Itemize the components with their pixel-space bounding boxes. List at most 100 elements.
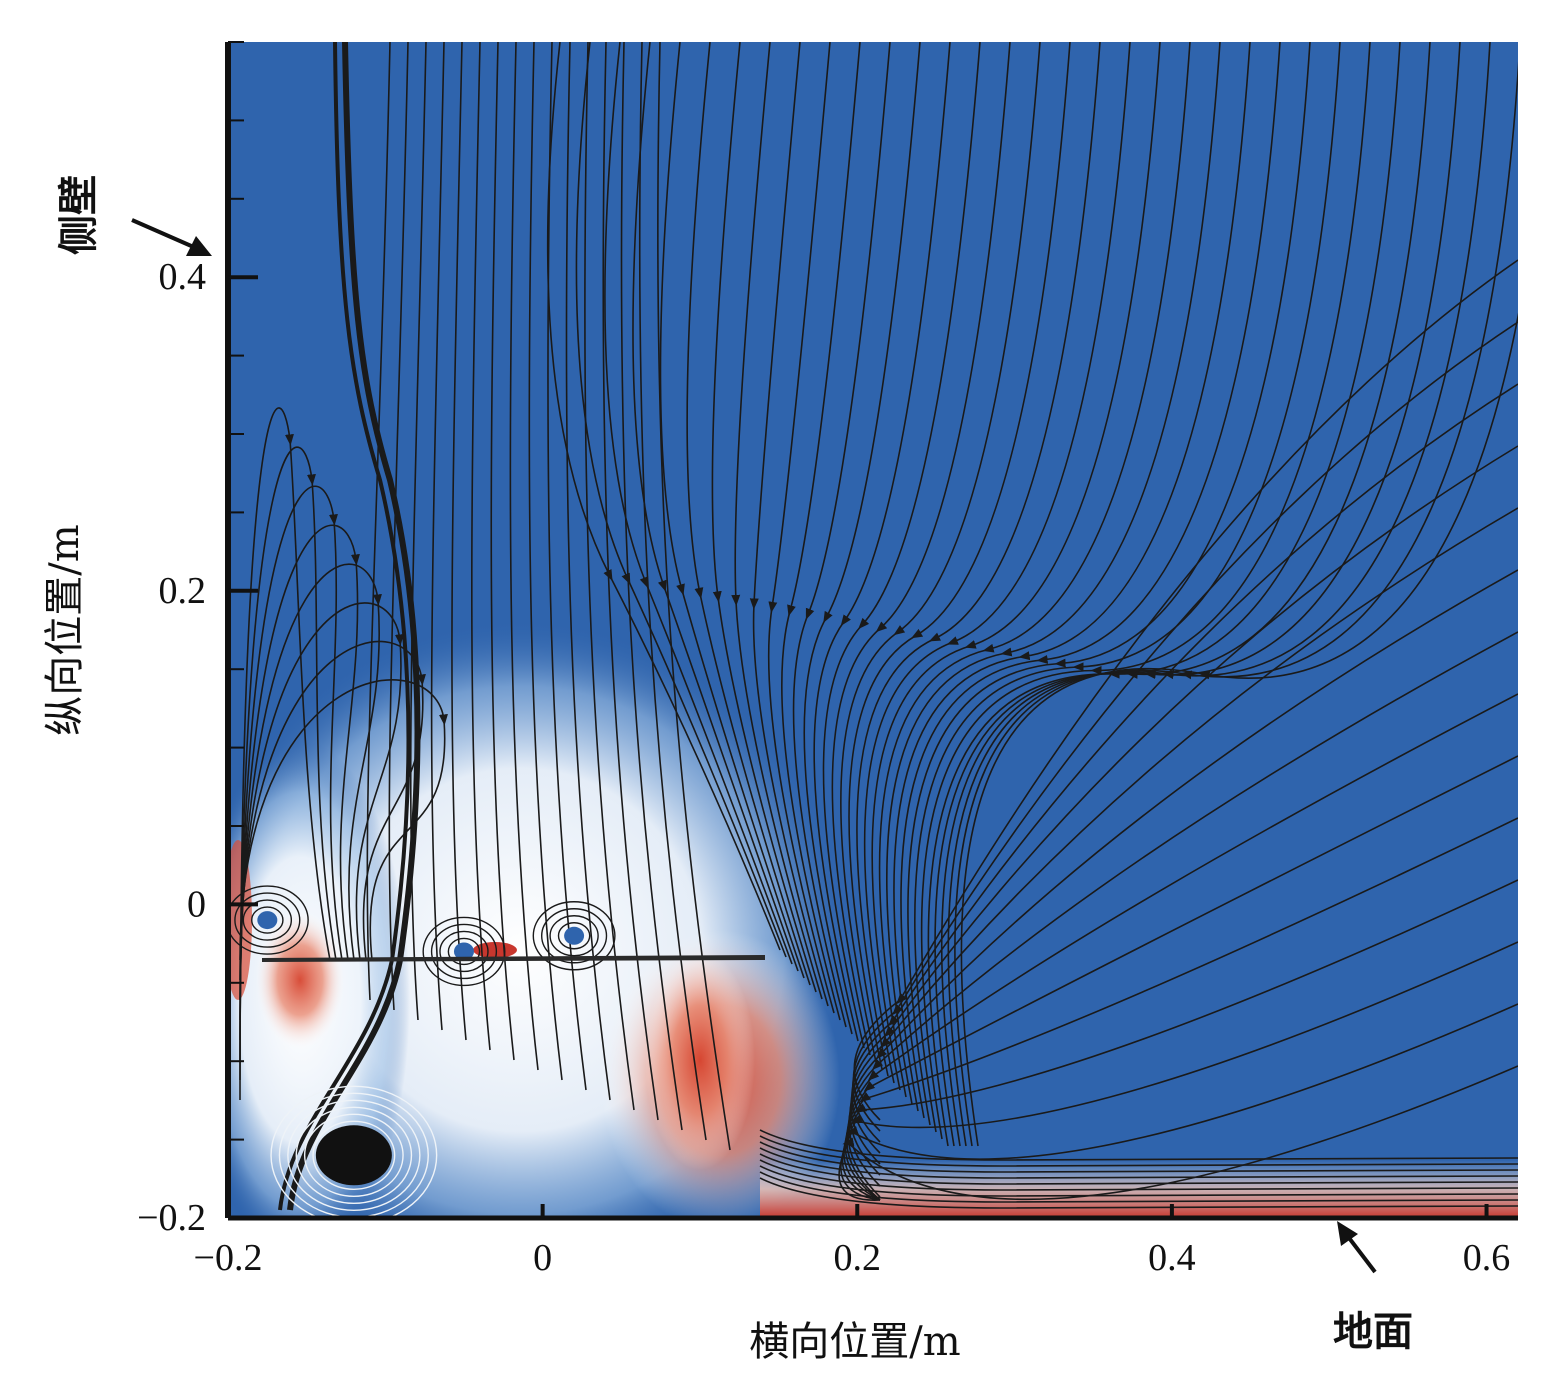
- streamline: [239, 563, 382, 1021]
- streamline: [792, 42, 891, 1028]
- contour-field: [228, 42, 1518, 1218]
- vortex-ring: [447, 937, 481, 966]
- vortex-core: [315, 1125, 392, 1186]
- streamline: [759, 1147, 1518, 1179]
- streamline: [914, 42, 1341, 1133]
- x-tick-label: −0.2: [194, 1237, 263, 1279]
- streamline: [848, 42, 1071, 1070]
- vortex-ring: [549, 915, 599, 957]
- streamline: [584, 42, 635, 1111]
- streamline: [239, 602, 404, 1001]
- streamline: [893, 42, 1251, 1112]
- x-tick-label: 0.4: [1148, 1237, 1196, 1279]
- streamline: [239, 679, 448, 961]
- streamline: [287, 42, 421, 1211]
- streamline: [851, 383, 1518, 1143]
- streamline: [602, 42, 659, 1121]
- streamline: [659, 42, 805, 979]
- streamline: [749, 42, 829, 1007]
- annotation-ground-label: 地面: [1333, 1308, 1413, 1355]
- vortex-ring: [540, 908, 608, 964]
- annotation-side-wall-arrowhead: [186, 236, 212, 256]
- streamline: [840, 42, 1041, 1063]
- streamline: [907, 42, 1311, 1126]
- streamline: [430, 42, 445, 1031]
- streamline: [843, 879, 1518, 1201]
- vortex-ring: [251, 906, 284, 934]
- streamline: [528, 42, 563, 1081]
- streamline: [239, 407, 331, 1101]
- streamline: [547, 42, 587, 1091]
- vortex-ring: [439, 930, 489, 973]
- streamline: [366, 42, 391, 1001]
- streamline: [451, 42, 467, 1041]
- streamline: [856, 42, 1101, 1077]
- x-tick-label: 0.6: [1463, 1237, 1511, 1279]
- vortex-marks: [228, 885, 616, 1218]
- streamline: [813, 42, 951, 1042]
- annotation-side-wall: 侧壁: [55, 175, 212, 256]
- x-tick-label: 0: [533, 1237, 552, 1279]
- vortex-ring: [287, 1099, 421, 1211]
- streamline: [803, 42, 921, 1035]
- streamline: [886, 42, 1221, 1105]
- x-tick-label: 0.2: [834, 1237, 882, 1279]
- streamline: [657, 42, 731, 1151]
- annotation-side-wall-label: 侧壁: [55, 175, 102, 255]
- streamline: [731, 42, 823, 1000]
- streamline: [759, 1135, 1518, 1167]
- vortex-ring: [242, 899, 293, 941]
- vortex-ring: [228, 885, 309, 955]
- y-axis-title: 纵向位置/m: [42, 524, 88, 735]
- streamline: [759, 1159, 1518, 1191]
- vortex-ring: [270, 1085, 438, 1218]
- annotation-ground-arrowhead: [1337, 1221, 1358, 1246]
- y-ticks: −0.2 0 0.2 0.4: [137, 41, 258, 1239]
- wing-section: [262, 955, 765, 962]
- corner-red-patch: [228, 840, 252, 1000]
- side-red-patch: [255, 910, 345, 1050]
- streamline: [575, 42, 787, 958]
- streamline: [239, 485, 343, 1061]
- streamline: [632, 42, 799, 972]
- streamline: [954, 60, 1518, 1147]
- streamline: [844, 817, 1518, 1201]
- annotation-ground: 地面: [1333, 1221, 1413, 1355]
- streamline: [239, 446, 337, 1081]
- streamline: [509, 42, 539, 1071]
- streamline: [934, 42, 1431, 1147]
- y-tick-label: 0.2: [159, 570, 207, 612]
- streamline: [920, 42, 1371, 1140]
- streamline: [565, 42, 611, 1101]
- streamline: [852, 321, 1518, 1132]
- streamlines: [239, 42, 1518, 1211]
- streamline: [960, 312, 1518, 1147]
- vortex-ring: [295, 1106, 413, 1204]
- streamline: [759, 1153, 1518, 1185]
- vortex-ring: [430, 923, 498, 980]
- streamline: [686, 42, 811, 986]
- streamline: [604, 42, 793, 965]
- streamline: [759, 1171, 1518, 1203]
- streamline: [239, 640, 426, 981]
- vortex-core: [564, 926, 585, 945]
- streamline: [759, 1129, 1518, 1161]
- wing-red-patch: [473, 942, 517, 958]
- x-axis-title: 横向位置/m: [749, 1319, 960, 1365]
- streamline: [900, 42, 1281, 1119]
- vortex-core: [453, 942, 474, 961]
- vortex-ring: [557, 922, 591, 950]
- streamline: [831, 42, 1011, 1056]
- streamline: [278, 42, 411, 1211]
- streamline: [767, 42, 835, 1014]
- vortex-ring: [303, 1113, 404, 1197]
- streamline: [759, 1165, 1518, 1197]
- vortex-core: [257, 911, 278, 930]
- streamline: [838, 1065, 1518, 1201]
- streamline: [638, 42, 707, 1141]
- y-tick-label: −0.2: [137, 1197, 206, 1239]
- vortex-ring: [312, 1120, 396, 1190]
- axes: −0.2 0 0.2 0.4 0.6 −0.2 0 0.2 0.4: [137, 41, 1518, 1279]
- x-ticks: −0.2 0 0.2 0.4 0.6: [194, 1204, 1511, 1279]
- y-tick-label: 0.4: [159, 256, 207, 298]
